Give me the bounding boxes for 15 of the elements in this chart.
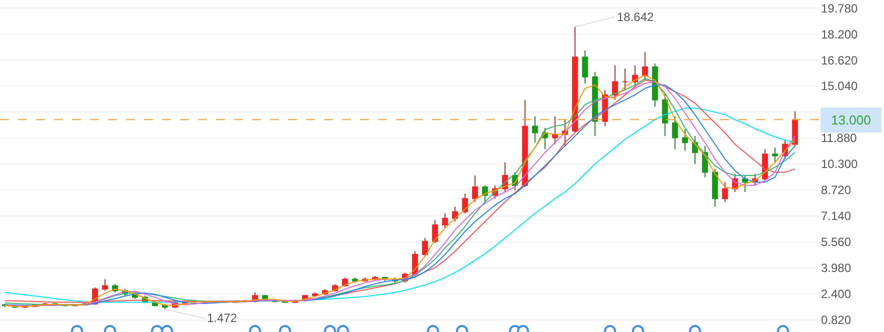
y-tick-label: 0.820 bbox=[821, 313, 852, 328]
y-tick-label: 10.300 bbox=[821, 157, 858, 172]
ref-line-label: 13.000 bbox=[831, 112, 871, 128]
y-tick-label: 18.200 bbox=[821, 27, 858, 42]
y-tick-label: 16.620 bbox=[821, 53, 858, 68]
y-tick-label: 15.040 bbox=[821, 79, 858, 94]
y-tick-label: 2.400 bbox=[821, 287, 852, 302]
annotation: 18.642 bbox=[617, 10, 654, 24]
y-tick-label: 11.880 bbox=[821, 131, 858, 146]
y-tick-label: 3.980 bbox=[821, 261, 852, 276]
y-tick-label: 19.780 bbox=[821, 1, 858, 16]
y-tick-label: 5.560 bbox=[821, 235, 852, 250]
y-tick-label: 7.140 bbox=[821, 209, 852, 224]
y-tick-label: 8.720 bbox=[821, 183, 852, 198]
annotation: 1.472 bbox=[207, 311, 238, 325]
